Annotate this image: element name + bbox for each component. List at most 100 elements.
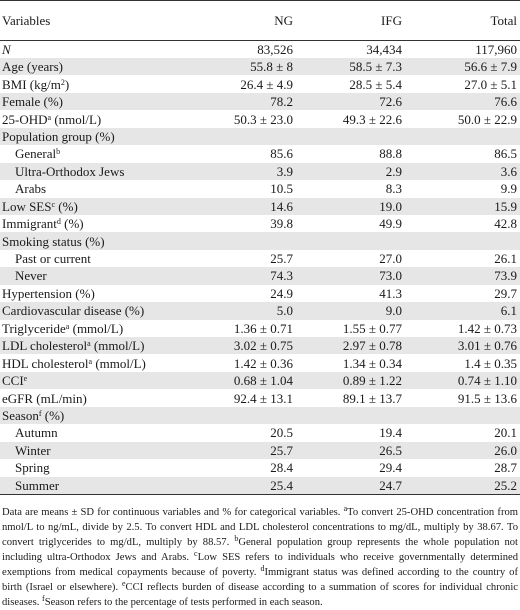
cell-total: [418, 232, 520, 249]
cell-ifg: [310, 232, 418, 249]
cell-ifg: 27.0: [310, 250, 418, 267]
cell-total: 27.0 ± 5.1: [418, 75, 520, 92]
row-label: Smoking status (%): [0, 232, 204, 249]
table-row: Population group (%): [0, 128, 520, 145]
row-label: Population group (%): [0, 128, 204, 145]
row-label-text: Triglyceride: [2, 321, 66, 336]
cell-ifg: 73.0: [310, 267, 418, 284]
cell-ifg: 2.9: [310, 163, 418, 180]
cell-total: 50.0 ± 22.9: [418, 110, 520, 127]
row-label: BMI (kg/m2): [0, 75, 204, 92]
cell-ifg: 9.0: [310, 302, 418, 319]
row-label-text: LDL cholesterol: [2, 338, 87, 353]
cell-ifg: 58.5 ± 7.3: [310, 58, 418, 75]
cell-total: 42.8: [418, 215, 520, 232]
row-label: Never: [0, 267, 204, 284]
row-label-text: BMI (kg/m: [2, 77, 61, 92]
table-row: Smoking status (%): [0, 232, 520, 249]
cell-ifg: 0.89 ± 1.22: [310, 372, 418, 389]
cell-ifg: 2.97 ± 0.78: [310, 337, 418, 354]
cell-ifg: 88.8: [310, 145, 418, 162]
row-label-suffix: (mmol/L): [69, 321, 123, 336]
row-label-text: Never: [15, 268, 47, 283]
cell-ng: 50.3 ± 23.0: [204, 110, 310, 127]
cell-total: 29.7: [418, 285, 520, 302]
cell-ifg: 29.4: [310, 459, 418, 476]
row-label: Winter: [0, 442, 204, 459]
row-label: Seasonf (%): [0, 407, 204, 424]
cell-ng: 55.8 ± 8: [204, 58, 310, 75]
cell-ng: [204, 128, 310, 145]
row-label: Past or current: [0, 250, 204, 267]
cell-total: 73.9: [418, 267, 520, 284]
row-label: Immigrantd (%): [0, 215, 204, 232]
cell-total: 91.5 ± 13.6: [418, 389, 520, 406]
cell-ng: 10.5: [204, 180, 310, 197]
cell-total: 26.1: [418, 250, 520, 267]
cell-total: 86.5: [418, 145, 520, 162]
cell-total: [418, 407, 520, 424]
row-label-text: Hypertension (%): [2, 286, 95, 301]
cell-ifg: 49.9: [310, 215, 418, 232]
cell-total: 15.9: [418, 198, 520, 215]
cell-ng: 25.4: [204, 477, 310, 495]
row-label-text: Season: [2, 408, 39, 423]
row-label: Age (years): [0, 58, 204, 75]
cell-total: 3.01 ± 0.76: [418, 337, 520, 354]
cell-total: 0.74 ± 1.10: [418, 372, 520, 389]
cell-ng: 92.4 ± 13.1: [204, 389, 310, 406]
cell-ng: 3.02 ± 0.75: [204, 337, 310, 354]
row-label: 25-OHDa (nmol/L): [0, 110, 204, 127]
row-label-superscript: e: [24, 374, 28, 383]
row-label-text: CCI: [2, 373, 24, 388]
row-label-text: Past or current: [15, 251, 91, 266]
cell-ifg: 19.4: [310, 424, 418, 441]
cell-ifg: 1.34 ± 0.34: [310, 354, 418, 371]
cell-ifg: 1.55 ± 0.77: [310, 320, 418, 337]
cell-total: 6.1: [418, 302, 520, 319]
cell-ifg: 19.0: [310, 198, 418, 215]
cell-total: 56.6 ± 7.9: [418, 58, 520, 75]
row-label-suffix: (nmol/L): [51, 112, 101, 127]
row-label-suffix: (%): [55, 199, 78, 214]
cell-ng: 1.42 ± 0.36: [204, 354, 310, 371]
row-label-text: HDL cholesterol: [2, 356, 89, 371]
row-label: Autumn: [0, 424, 204, 441]
row-label-suffix: (mmol/L): [92, 356, 146, 371]
cell-ifg: 26.5: [310, 442, 418, 459]
row-label-text: Low SES: [2, 199, 51, 214]
cell-total: 9.9: [418, 180, 520, 197]
row-label-text: Population group (%): [2, 129, 115, 144]
row-label-text: Age (years): [2, 59, 63, 74]
row-label-text: 25-OHD: [2, 112, 48, 127]
row-label: Spring: [0, 459, 204, 476]
row-label-text: Winter: [15, 443, 51, 458]
footnote-intro: Data are means ± SD for continuous varia…: [2, 507, 344, 518]
cell-ng: 39.8: [204, 215, 310, 232]
cell-ng: 25.7: [204, 250, 310, 267]
cell-ifg: [310, 128, 418, 145]
row-label: HDL cholesterola (mmol/L): [0, 354, 204, 371]
row-label: CCIe: [0, 372, 204, 389]
row-label: Arabs: [0, 180, 204, 197]
cell-ng: 24.9: [204, 285, 310, 302]
cell-ng: 25.7: [204, 442, 310, 459]
row-label-text: Spring: [15, 460, 50, 475]
cell-ng: 74.3: [204, 267, 310, 284]
row-label-superscript: b: [56, 147, 60, 156]
cell-total: 1.4 ± 0.35: [418, 354, 520, 371]
